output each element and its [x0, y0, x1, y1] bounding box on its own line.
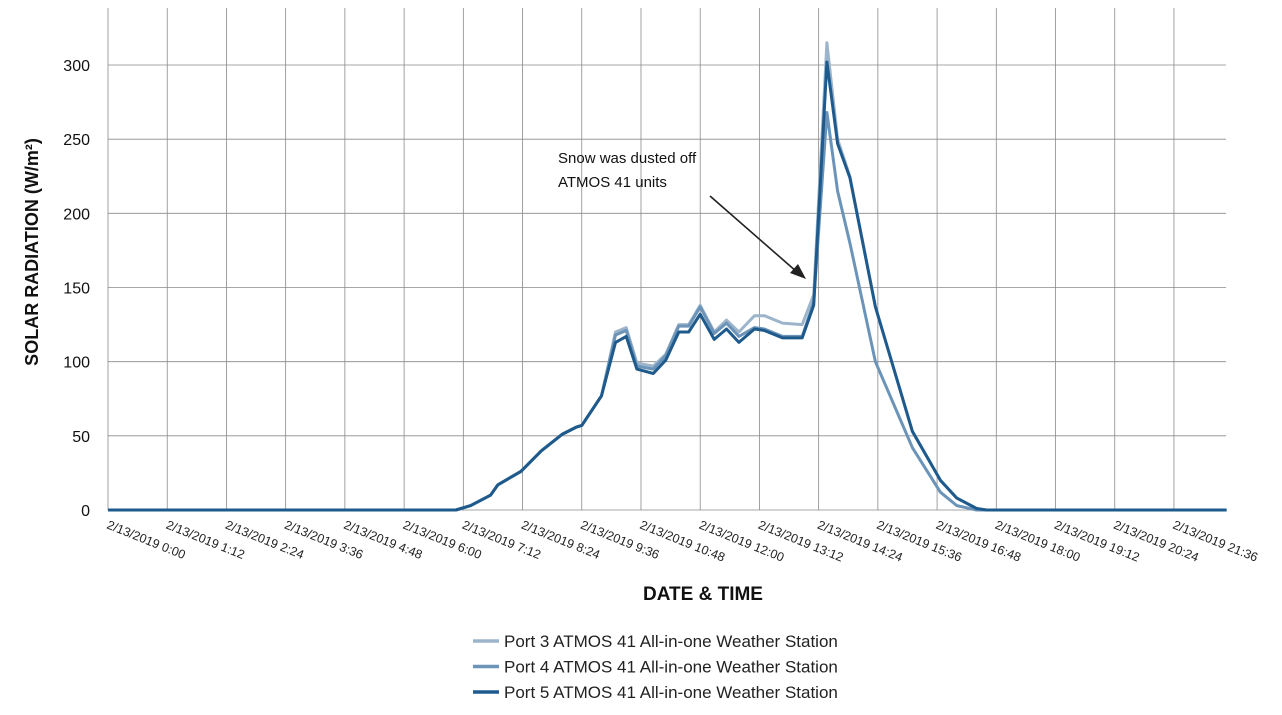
annotation: Snow was dusted off ATMOS 41 units: [558, 150, 806, 279]
y-tick-label: 150: [63, 281, 90, 298]
legend-label: Port 4 ATMOS 41 All-in-one Weather Stati…: [504, 658, 838, 677]
y-axis-ticks: 0 50 100 150 200 250 300: [63, 58, 90, 520]
y-tick-label: 100: [63, 355, 90, 372]
y-tick-label: 200: [63, 206, 90, 223]
series-line-port-5: [108, 60, 1227, 512]
grid: [107, 8, 1226, 511]
x-axis-ticks: 2/13/2019 0:002/13/2019 1:122/13/2019 2:…: [105, 518, 1260, 565]
y-tick-label: 50: [72, 429, 90, 446]
legend-item: Port 3 ATMOS 41 All-in-one Weather Stati…: [473, 632, 838, 651]
y-tick-label: 250: [63, 132, 90, 149]
legend-item: Port 5 ATMOS 41 All-in-one Weather Stati…: [473, 683, 838, 702]
legend: Port 3 ATMOS 41 All-in-one Weather Stati…: [473, 632, 838, 702]
legend-label: Port 3 ATMOS 41 All-in-one Weather Stati…: [504, 632, 838, 651]
annotation-line-2: ATMOS 41 units: [558, 174, 667, 191]
y-tick-label: 300: [63, 58, 90, 75]
legend-item: Port 4 ATMOS 41 All-in-one Weather Stati…: [473, 658, 838, 677]
y-tick-label: 0: [81, 503, 90, 520]
series-line-port-4: [108, 111, 1227, 512]
y-axis-label: SOLAR RADIATION (W/m²): [22, 138, 42, 366]
x-axis-label: DATE & TIME: [643, 584, 763, 605]
series-lines: [108, 41, 1227, 512]
series-line-port-3: [108, 41, 1227, 512]
annotation-arrow: [709, 195, 798, 273]
annotation-line-1: Snow was dusted off: [558, 150, 697, 167]
annotation-arrowhead: [790, 264, 806, 279]
legend-label: Port 5 ATMOS 41 All-in-one Weather Stati…: [504, 683, 838, 702]
